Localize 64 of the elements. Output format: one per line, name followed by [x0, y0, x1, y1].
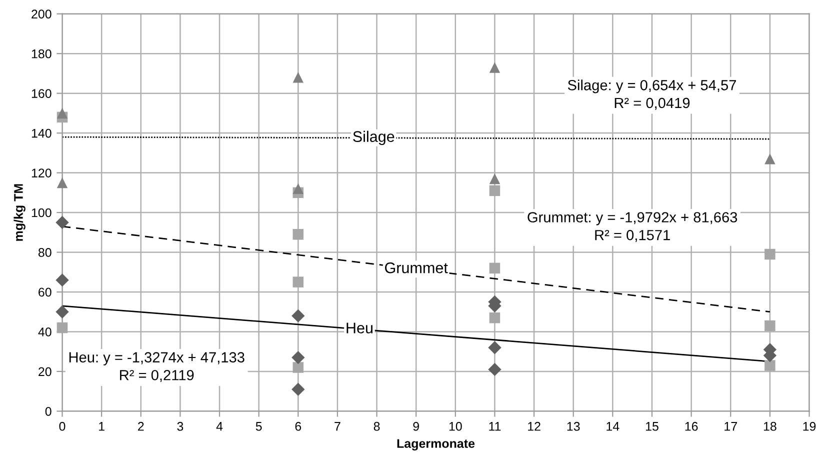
y-tick-label: 160: [32, 89, 52, 98]
y-tick-label: 40: [38, 328, 52, 336]
point: [488, 362, 502, 376]
x-tick-label: 3: [177, 422, 184, 431]
x-tick-label: 5: [256, 422, 262, 431]
point: [56, 108, 68, 119]
x-tick-label: 8: [374, 422, 380, 431]
point: [292, 276, 304, 288]
x-tick-label: 14: [606, 422, 620, 431]
x-tick-label: 13: [567, 422, 580, 431]
x-tick-label: 2: [138, 422, 144, 431]
point: [489, 185, 500, 196]
x-tick-label: 11: [489, 422, 501, 431]
y-tick-label: 180: [32, 49, 52, 58]
series-label: Heu: [346, 322, 372, 334]
y-tick-label: 120: [32, 168, 52, 178]
x-tick-label: 19: [803, 422, 816, 431]
x-tick-label: 0: [59, 422, 66, 431]
point: [292, 183, 304, 194]
annotation: Heu: y = -1,3274x + 47,133 R² = 0,2119: [69, 352, 244, 382]
x-tick-label: 12: [528, 422, 540, 431]
x-tick-label: 17: [724, 422, 737, 431]
point: [56, 305, 69, 318]
y-tick-label: 80: [38, 248, 52, 257]
annotation: Grummet: y = -1,9792x + 81,663 R² = 0,1571: [528, 212, 738, 242]
point: [764, 248, 776, 260]
y-axis-title: mg/kg TM: [14, 184, 26, 241]
x-axis-title: Lagermonate: [397, 439, 475, 450]
point: [292, 362, 304, 373]
point: [292, 228, 304, 240]
y-tick-label: 0: [45, 406, 52, 416]
point: [292, 350, 305, 364]
point: [489, 312, 500, 324]
point: [764, 154, 776, 164]
x-tick-label: 1: [99, 422, 104, 431]
point: [489, 62, 500, 73]
y-tick-label: 200: [32, 10, 52, 19]
x-tick-label: 18: [764, 422, 776, 431]
y-tick-label: 60: [38, 288, 52, 297]
x-tick-label: 15: [646, 422, 658, 431]
point: [764, 320, 776, 332]
point: [764, 360, 776, 371]
point: [488, 341, 502, 354]
point: [292, 309, 305, 322]
point: [489, 173, 500, 184]
x-tick-label: 7: [334, 422, 340, 431]
point: [56, 273, 69, 287]
point: [56, 216, 69, 230]
y-tick-label: 100: [32, 208, 52, 218]
y-tick-label: 20: [38, 367, 52, 376]
x-tick-label: 6: [295, 422, 302, 431]
x-tick-label: 16: [685, 422, 698, 431]
point: [56, 322, 68, 334]
x-tick-label: 4: [216, 422, 223, 431]
point: [292, 382, 305, 396]
point: [56, 177, 68, 188]
point: [489, 262, 500, 274]
y-tick-label: 140: [32, 128, 52, 138]
point: [292, 72, 304, 83]
series-label: Grummet: [385, 262, 448, 274]
annotation: Silage: y = 0,654x + 54,57 R² = 0,0419: [568, 80, 736, 110]
series-label: Silage: [353, 130, 394, 146]
x-tick-label: 9: [413, 422, 419, 431]
x-tick-label: 10: [449, 422, 462, 431]
